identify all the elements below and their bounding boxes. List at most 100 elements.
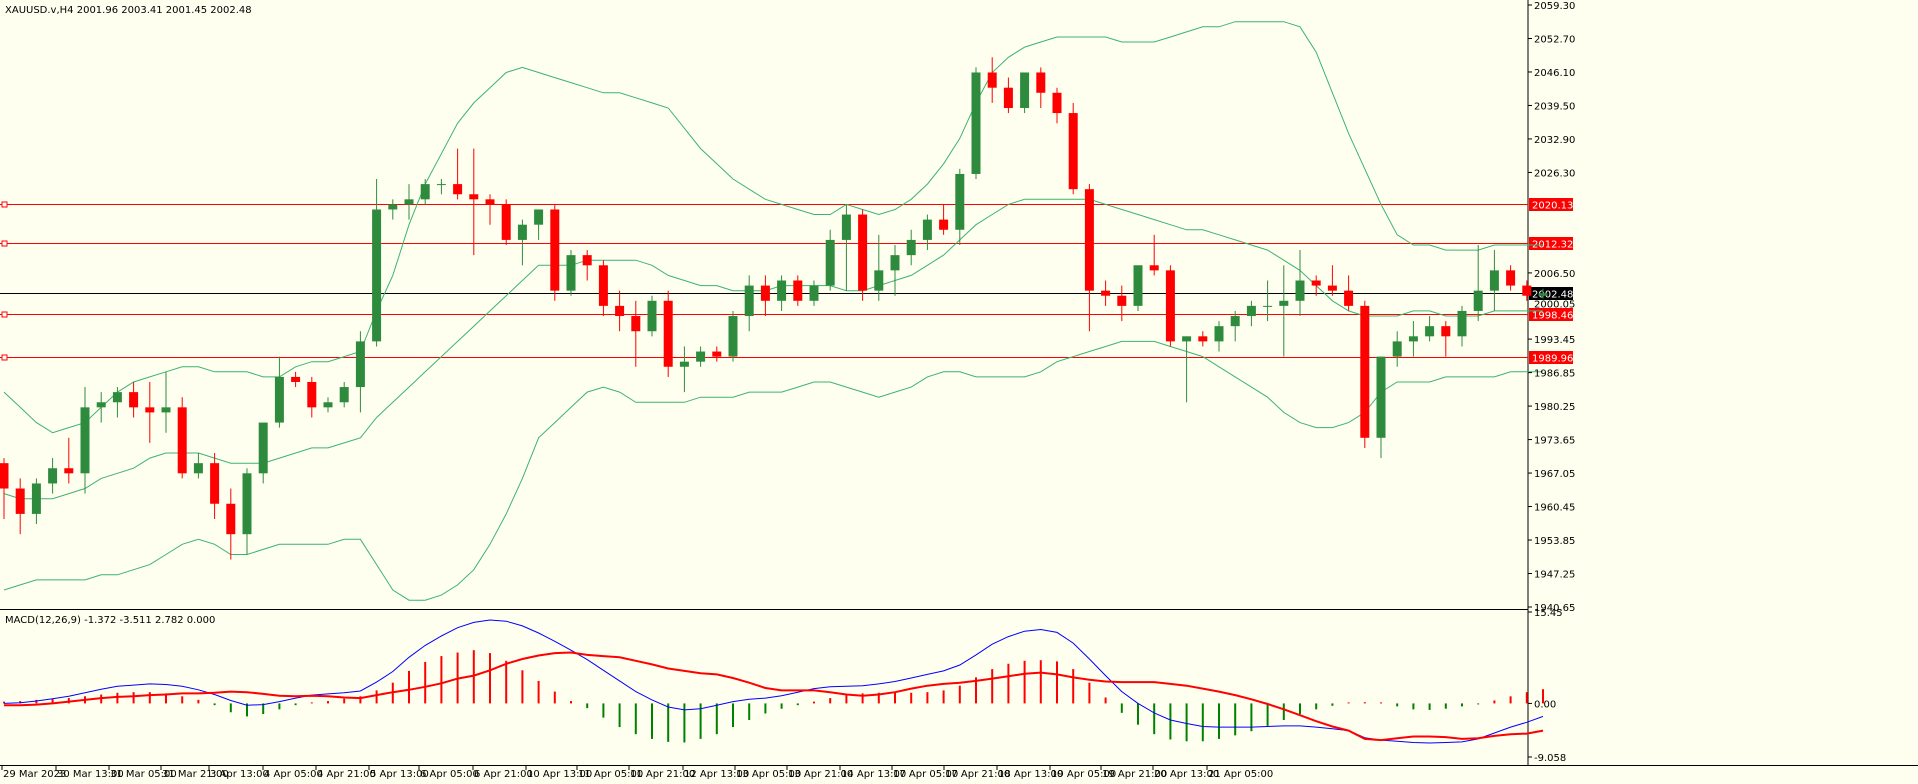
candle-body[interactable] (291, 376, 301, 382)
candle-body[interactable] (874, 270, 884, 291)
candle-body[interactable] (858, 214, 868, 291)
candle-body[interactable] (436, 184, 446, 186)
candle-body[interactable] (48, 468, 58, 484)
candle-body[interactable] (1489, 270, 1499, 291)
candle-body[interactable] (631, 316, 641, 332)
candle-body[interactable] (1522, 285, 1532, 296)
candle-body[interactable] (1376, 356, 1386, 438)
candle-body[interactable] (1068, 113, 1078, 190)
candle-body[interactable] (1344, 290, 1354, 306)
candle-body[interactable] (1441, 326, 1451, 337)
candlestick-series[interactable] (0, 57, 1548, 560)
candle-body[interactable] (258, 422, 268, 474)
candle-body[interactable] (1020, 72, 1030, 108)
candle-body[interactable] (1003, 87, 1013, 108)
horizontal-levels[interactable]: 2020.13 2012.32 1998.46 1989.96 2002.48 (0, 198, 1573, 365)
candle-body[interactable] (1165, 270, 1175, 342)
candle-body[interactable] (80, 407, 90, 474)
candle-body[interactable] (939, 219, 949, 230)
candle-body[interactable] (372, 209, 382, 342)
candle-body[interactable] (323, 402, 333, 408)
candle-body[interactable] (355, 341, 365, 388)
candle-body[interactable] (1327, 285, 1337, 291)
candle-body[interactable] (420, 184, 430, 200)
candle-body[interactable] (760, 285, 770, 301)
candle-body[interactable] (1473, 290, 1483, 311)
candle-body[interactable] (129, 392, 139, 408)
candle-body[interactable] (598, 265, 608, 306)
candle-body[interactable] (64, 468, 74, 474)
candle-body[interactable] (955, 173, 965, 230)
candle-body[interactable] (1230, 316, 1240, 327)
candle-body[interactable] (1408, 336, 1418, 342)
level-handle[interactable] (1, 201, 8, 208)
candle-body[interactable] (1360, 305, 1370, 438)
candle-body[interactable] (1149, 265, 1159, 271)
candle-body[interactable] (307, 381, 317, 408)
candle-body[interactable] (987, 72, 997, 88)
candle-body[interactable] (679, 361, 689, 367)
level-handle[interactable] (1, 311, 8, 318)
candle-body[interactable] (890, 255, 900, 271)
candle-body[interactable] (1295, 280, 1305, 301)
candle-body[interactable] (1036, 72, 1046, 93)
candle-body[interactable] (404, 199, 414, 205)
level-handle[interactable] (1, 354, 8, 361)
candle-body[interactable] (1311, 280, 1321, 286)
candle-body[interactable] (615, 305, 625, 317)
candle-body[interactable] (696, 351, 706, 362)
candle-body[interactable] (485, 199, 495, 205)
candle-body[interactable] (96, 402, 106, 408)
candle-body[interactable] (1133, 265, 1143, 306)
candle-body[interactable] (647, 300, 657, 332)
candle-body[interactable] (193, 463, 203, 474)
candle-body[interactable] (0, 463, 9, 489)
candle-body[interactable] (453, 184, 463, 195)
candle-body[interactable] (1263, 305, 1273, 307)
candle-body[interactable] (809, 285, 819, 301)
candle-body[interactable] (712, 351, 722, 357)
candle-body[interactable] (550, 209, 560, 291)
candle-body[interactable] (161, 407, 171, 413)
candle-body[interactable] (1052, 92, 1062, 114)
candle-body[interactable] (922, 219, 932, 240)
candle-body[interactable] (841, 214, 851, 240)
candle-body[interactable] (145, 407, 155, 413)
candle-body[interactable] (1506, 270, 1516, 286)
candle-body[interactable] (534, 209, 544, 225)
candle-body[interactable] (242, 473, 252, 535)
candle-body[interactable] (210, 463, 220, 504)
candle-body[interactable] (112, 392, 122, 403)
candle-body[interactable] (339, 387, 349, 403)
candle-body[interactable] (1425, 326, 1435, 337)
candle-body[interactable] (744, 285, 754, 317)
candle-body[interactable] (566, 255, 576, 291)
candle-body[interactable] (663, 300, 673, 367)
candle-body[interactable] (793, 280, 803, 301)
level-handle[interactable] (1, 240, 8, 247)
candle-body[interactable] (1198, 336, 1208, 342)
candle-body[interactable] (728, 316, 738, 357)
candle-body[interactable] (469, 194, 479, 200)
candle-body[interactable] (1101, 290, 1111, 296)
candle-body[interactable] (906, 239, 916, 256)
candle-body[interactable] (825, 239, 835, 286)
candle-body[interactable] (1246, 305, 1256, 317)
candle-body[interactable] (1214, 326, 1224, 342)
candle-body[interactable] (517, 224, 527, 240)
candle-body[interactable] (777, 280, 787, 301)
candle-body[interactable] (1117, 295, 1127, 306)
candle-body[interactable] (582, 255, 592, 266)
candle-body[interactable] (1084, 189, 1094, 291)
candle-body[interactable] (971, 72, 981, 174)
candle-body[interactable] (31, 483, 41, 514)
candle-body[interactable] (1457, 310, 1467, 337)
candle-body[interactable] (274, 376, 284, 423)
candle-body[interactable] (1392, 341, 1402, 357)
candle-body[interactable] (1279, 300, 1289, 306)
candle-body[interactable] (1538, 293, 1548, 296)
candle-body[interactable] (15, 488, 25, 514)
candle-body[interactable] (388, 204, 398, 210)
